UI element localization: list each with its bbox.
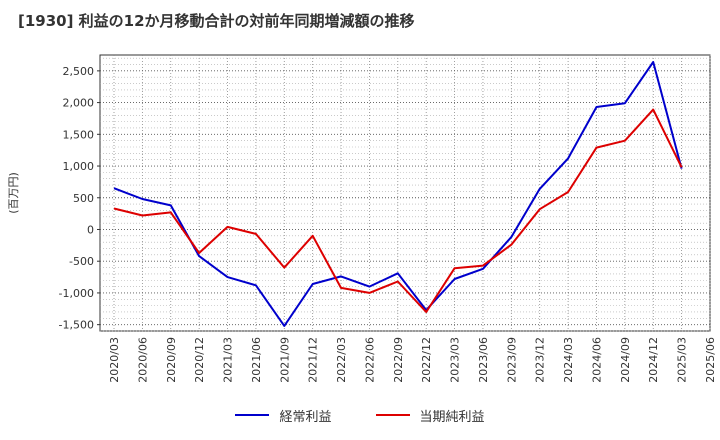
x-tick-label: 2020/12 xyxy=(193,337,206,383)
x-tick-label: 2023/06 xyxy=(477,337,490,383)
x-tick-label: 2024/06 xyxy=(590,337,603,383)
x-tick-label: 2021/06 xyxy=(250,337,263,383)
x-tick-label: 2023/09 xyxy=(505,337,518,383)
y-tick-labels: -1,500 -1,000 -500 0 500 1,000 1,500 2,000 2,500 xyxy=(59,65,100,332)
legend-item: 当期純利益 xyxy=(376,406,485,425)
x-tick-label: 2024/12 xyxy=(647,337,660,383)
x-tick-label: 2024/03 xyxy=(562,337,575,383)
x-tick-labels: 2020/03 2020/06 2020/09 2020/12 2021/03 2021/… xyxy=(108,337,717,383)
legend-swatch xyxy=(376,414,410,416)
x-tick-label: 2023/03 xyxy=(449,337,462,383)
y-tick-label: -1,500 xyxy=(59,319,94,332)
x-tick-label: 2022/12 xyxy=(420,337,433,383)
y-tick-label: -500 xyxy=(69,255,94,268)
y-tick-label: 2,500 xyxy=(63,65,95,78)
x-tick-label: 2022/09 xyxy=(392,337,405,383)
y-tick-label: 0 xyxy=(87,223,94,236)
x-tick-label: 2025/06 xyxy=(704,337,717,383)
x-tick-label: 2020/03 xyxy=(108,337,121,383)
y-tick-label: 1,000 xyxy=(63,160,95,173)
y-tick-label: 2,000 xyxy=(63,97,95,110)
legend-label: 経常利益 xyxy=(279,406,331,425)
x-tick-label: 2022/03 xyxy=(335,337,348,383)
x-tick-label: 2021/12 xyxy=(307,337,320,383)
x-tick-label: 2020/09 xyxy=(165,337,178,383)
x-tick-label: 2021/03 xyxy=(222,337,235,383)
legend-item: 経常利益 xyxy=(235,406,331,425)
y-tick-label: -1,000 xyxy=(59,287,94,300)
legend-label: 当期純利益 xyxy=(420,406,485,425)
y-tick-label: 500 xyxy=(73,192,94,205)
x-tick-label: 2024/09 xyxy=(619,337,632,383)
legend-swatch xyxy=(235,414,269,416)
x-tick-label: 2025/03 xyxy=(676,337,689,383)
legend: 経常利益 当期純利益 xyxy=(0,405,720,425)
chart-svg: -1,500 -1,000 -500 0 500 1,000 1,500 2,000 2,500… xyxy=(0,0,720,440)
y-axis-label: (百万円) xyxy=(7,172,20,214)
x-tick-label: 2023/12 xyxy=(534,337,547,383)
x-tick-label: 2021/09 xyxy=(278,337,291,383)
y-tick-label: 1,500 xyxy=(63,128,95,141)
x-tick-label: 2022/06 xyxy=(363,337,376,383)
x-tick-label: 2020/06 xyxy=(136,337,149,383)
